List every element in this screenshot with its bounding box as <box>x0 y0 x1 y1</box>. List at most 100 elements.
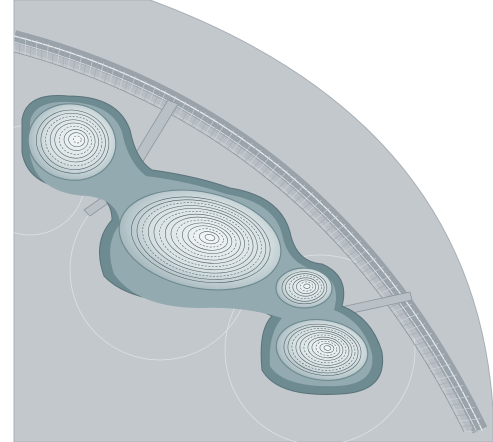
rim-tick <box>317 211 334 225</box>
rim-tick <box>274 170 288 185</box>
rim-tick <box>447 396 469 401</box>
rim-tick <box>430 363 451 370</box>
rim-tick <box>72 52 77 71</box>
rim-tick <box>436 374 458 380</box>
rim-tick <box>103 64 110 83</box>
rim-tick <box>195 112 206 129</box>
contour-line <box>204 234 216 241</box>
rim-hatch-line <box>14 41 477 431</box>
rim-tick <box>372 275 391 286</box>
contour-line <box>307 336 344 361</box>
rim-tick <box>257 156 271 172</box>
contour-line <box>49 119 99 163</box>
rim-tick <box>119 71 126 90</box>
contour-line <box>36 109 110 174</box>
rim-tick <box>98 62 104 81</box>
ground-details <box>14 30 488 442</box>
rim-tick <box>51 45 55 64</box>
rim-tick <box>362 262 380 273</box>
contour-line <box>299 281 314 292</box>
contour-line <box>54 122 96 159</box>
rim-tick <box>240 142 253 159</box>
rim-tick <box>133 78 141 96</box>
contour-line <box>40 113 106 170</box>
rim-tick <box>310 203 326 218</box>
rim-tick <box>314 207 330 221</box>
rim-band-outer <box>14 30 488 434</box>
contour-line <box>285 273 325 302</box>
rim-tick <box>438 379 461 385</box>
rim-tick <box>46 43 49 62</box>
rim-tick <box>427 358 448 365</box>
rim-tick <box>325 219 342 233</box>
rim-tick <box>399 313 419 322</box>
rim-tick <box>67 50 72 69</box>
rim-tick <box>265 163 280 178</box>
contour-line <box>131 196 271 283</box>
rim-tick <box>306 199 322 214</box>
pool-lower-right <box>275 319 369 381</box>
rim-tick <box>57 47 60 66</box>
rim-tick <box>329 223 346 237</box>
rim-tick <box>453 407 475 411</box>
rim-tick <box>227 133 239 150</box>
rim-tick <box>286 181 301 196</box>
rim-tick <box>298 192 314 206</box>
rim-tick <box>231 136 244 153</box>
contour-line <box>182 222 233 254</box>
contour-line <box>165 213 245 264</box>
rim-tick <box>421 348 442 356</box>
rim-hatch-line <box>14 35 483 431</box>
rim-tick <box>461 424 484 427</box>
rim-tick <box>405 323 426 332</box>
rim-tick <box>24 37 26 56</box>
rim-tick <box>379 284 398 295</box>
rim-tick <box>290 184 305 199</box>
rim-tick <box>88 58 94 77</box>
rim-tick <box>392 303 412 313</box>
rim-tick <box>35 40 38 59</box>
rim-tick <box>463 429 487 433</box>
rim-tick <box>375 280 395 291</box>
rim-tick <box>411 333 432 341</box>
rim-tick <box>358 257 377 269</box>
rim-tick <box>424 353 445 360</box>
rim-tick <box>302 196 318 210</box>
rim-tick <box>213 124 225 141</box>
rim-tick <box>158 90 167 108</box>
rim-tick <box>108 66 115 85</box>
rim-tick <box>128 75 136 94</box>
contour-line <box>281 271 328 305</box>
contour-line <box>176 219 237 258</box>
rim-tick <box>218 127 230 144</box>
rim-tick <box>177 101 187 119</box>
rim-tick <box>321 215 338 229</box>
contour-line <box>296 279 317 294</box>
pool-small <box>275 267 333 309</box>
rim-tick <box>209 121 221 138</box>
rim-tick <box>270 166 284 182</box>
contour-line <box>68 132 86 148</box>
contour-line <box>59 125 92 155</box>
contour-line <box>193 228 224 248</box>
rim-tick <box>340 236 358 249</box>
rim-tick <box>282 177 297 192</box>
rim-tick <box>236 139 248 156</box>
rim-tick <box>408 328 429 336</box>
rim-tick <box>261 159 275 175</box>
contour-line <box>287 326 359 374</box>
rim-tick <box>336 232 354 245</box>
contour-line <box>142 202 262 277</box>
rim-tick <box>347 244 365 257</box>
contour-line <box>63 129 89 151</box>
rim-tick <box>278 173 293 189</box>
rim-tick <box>444 390 467 396</box>
rim-tick <box>30 38 32 57</box>
pool-surface <box>27 103 117 181</box>
contour-line <box>299 332 350 366</box>
rim-tick <box>93 60 99 79</box>
contour-line <box>187 225 228 251</box>
contour-line <box>45 116 103 167</box>
rim-tick <box>344 240 362 253</box>
contour-line <box>136 199 267 280</box>
